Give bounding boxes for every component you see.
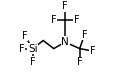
Text: F: F [18, 44, 24, 54]
Text: F: F [76, 57, 82, 67]
Text: F: F [62, 1, 67, 12]
Text: F: F [22, 31, 27, 41]
Text: N: N [61, 37, 68, 47]
Text: F: F [73, 15, 79, 25]
Text: F: F [89, 46, 95, 56]
Text: F: F [51, 15, 56, 25]
Text: F: F [81, 30, 87, 40]
Text: F: F [30, 57, 35, 67]
Text: Si: Si [28, 44, 37, 54]
